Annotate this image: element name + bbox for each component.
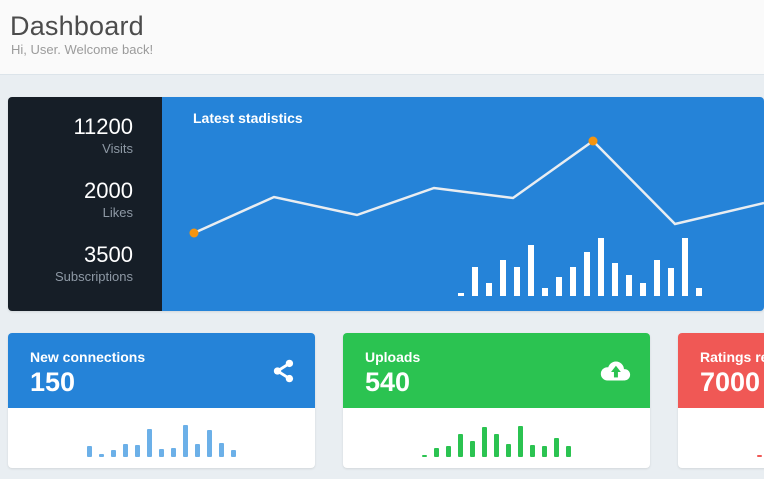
card-header: New connections 150 xyxy=(8,333,315,408)
mini-bar xyxy=(123,444,128,457)
card-ratings-received[interactable]: Ratings received 7000 xyxy=(678,333,764,468)
mini-bar xyxy=(195,444,200,457)
mini-bar xyxy=(219,443,224,457)
card-value: 150 xyxy=(30,367,76,397)
stat-label: Subscriptions xyxy=(54,269,133,284)
mini-bar xyxy=(171,448,176,457)
stat-value: 2000 xyxy=(84,178,133,203)
summary-cards-row: New connections 150 xyxy=(8,333,764,468)
stat-value: 3500 xyxy=(84,242,133,267)
page-header: Dashboard Hi, User. Welcome back! xyxy=(0,0,764,75)
mini-bar xyxy=(99,454,104,457)
mini-bar-chart xyxy=(757,408,764,468)
card-header: Ratings received 7000 xyxy=(678,333,764,408)
stat-subscriptions: 3500 Subscriptions xyxy=(8,242,133,286)
share-alt-icon xyxy=(271,358,297,384)
mini-bar xyxy=(470,441,475,457)
page-subtitle: Hi, User. Welcome back! xyxy=(11,42,154,57)
line-bar-chart-svg xyxy=(189,136,764,296)
mini-bar xyxy=(458,434,463,457)
mini-bar xyxy=(207,430,212,457)
card-value: 540 xyxy=(365,367,411,397)
mini-bar xyxy=(566,446,571,457)
mini-bar xyxy=(434,448,439,457)
mini-bar xyxy=(446,446,451,457)
mini-bar xyxy=(506,444,511,457)
mini-bar xyxy=(135,445,140,457)
page-title: Dashboard xyxy=(10,11,144,41)
mini-bar-chart xyxy=(422,408,571,468)
latest-statistics-chart: Latest stadistics xyxy=(162,97,764,311)
mini-bar-chart xyxy=(87,408,236,468)
mini-bar xyxy=(494,434,499,457)
card-body xyxy=(343,408,650,468)
cloud-upload-icon xyxy=(598,359,632,383)
mini-bar xyxy=(554,438,559,457)
mini-bar xyxy=(111,450,116,457)
stat-likes: 2000 Likes xyxy=(8,178,133,222)
card-label: Ratings received xyxy=(700,349,764,365)
card-uploads[interactable]: Uploads 540 xyxy=(343,333,650,468)
mini-bar xyxy=(422,455,427,457)
chart-title: Latest stadistics xyxy=(193,110,303,126)
mini-bar xyxy=(542,446,547,457)
card-label: Uploads xyxy=(365,349,421,365)
card-value: 7000 xyxy=(700,367,761,397)
card-label: New connections xyxy=(30,349,146,365)
stat-label: Likes xyxy=(102,205,133,220)
stats-overview-panel: 11200 Visits 2000 Likes 3500 Subscriptio… xyxy=(8,97,764,311)
mini-bar xyxy=(530,445,535,457)
card-body xyxy=(8,408,315,468)
stat-visits: 11200 Visits xyxy=(8,114,133,158)
stat-value: 11200 xyxy=(73,114,133,139)
card-body xyxy=(678,408,764,468)
mini-bar xyxy=(183,425,188,457)
mini-bar xyxy=(231,450,236,457)
mini-bar xyxy=(757,455,762,457)
mini-bar xyxy=(518,426,523,457)
mini-bar xyxy=(159,449,164,457)
mini-bar xyxy=(87,446,92,457)
card-header: Uploads 540 xyxy=(343,333,650,408)
stats-sidebar: 11200 Visits 2000 Likes 3500 Subscriptio… xyxy=(8,97,162,311)
card-new-connections[interactable]: New connections 150 xyxy=(8,333,315,468)
mini-bar xyxy=(147,429,152,457)
stat-label: Visits xyxy=(102,141,133,156)
mini-bar xyxy=(482,427,487,457)
